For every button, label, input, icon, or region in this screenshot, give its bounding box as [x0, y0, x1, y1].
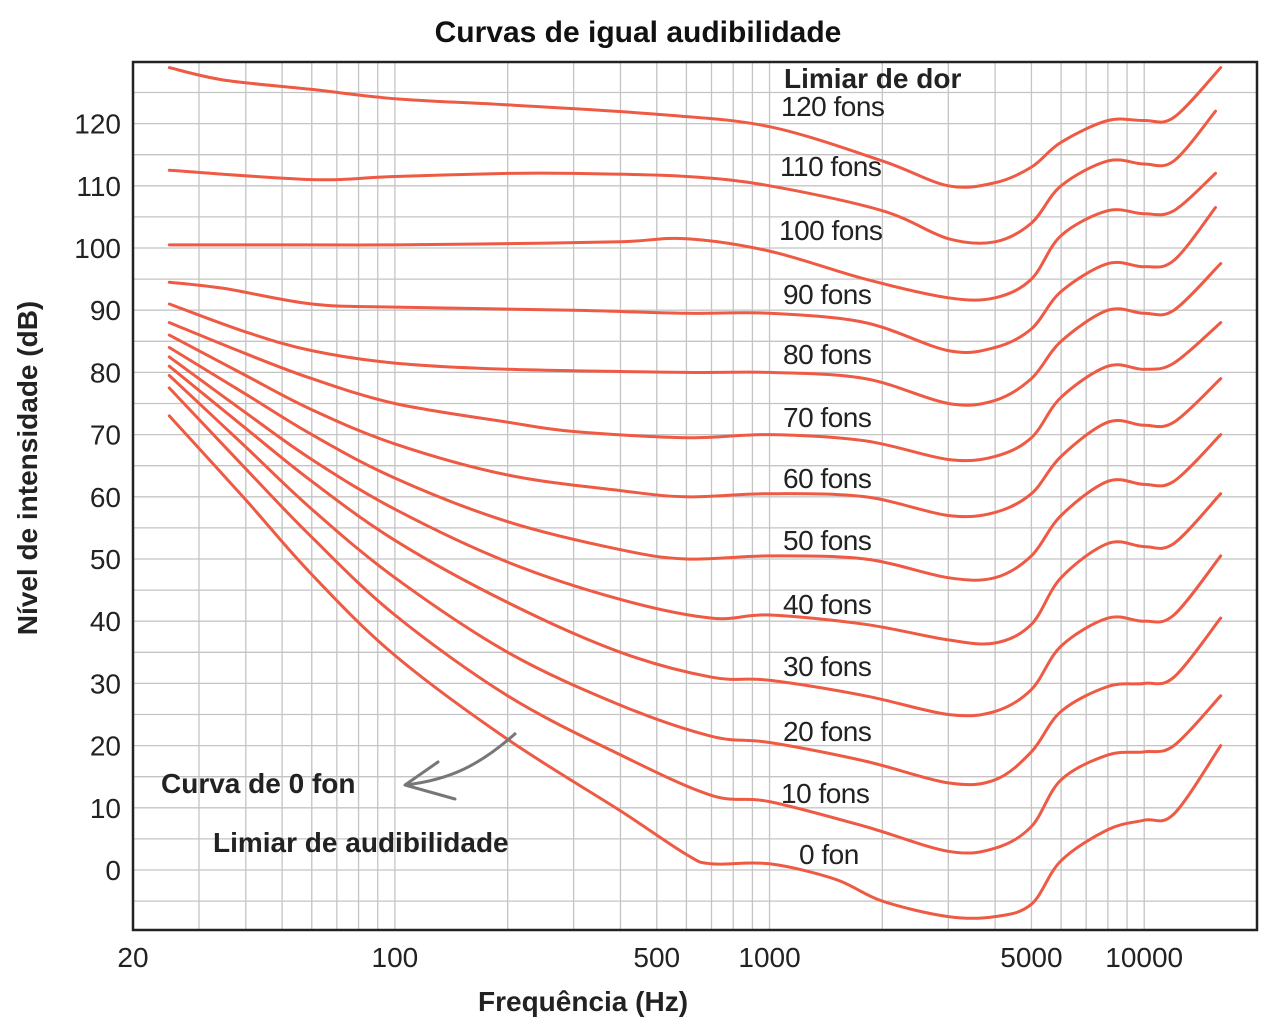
y-tick-label: 10 — [90, 793, 121, 824]
y-tick-label: 110 — [76, 171, 121, 202]
label-10-fons: 10 fons — [781, 778, 869, 809]
curve-80-fons — [167, 262, 1223, 407]
curve-70-fons — [167, 321, 1223, 463]
x-tick-label: 5000 — [1000, 942, 1062, 973]
y-tick-label: 70 — [90, 420, 121, 451]
y-axis-label: Nível de intensidade (dB) — [12, 301, 43, 636]
annotation-limiar-audibilidade: Limiar de audibilidade — [213, 827, 509, 858]
curve-120-fons — [167, 66, 1223, 189]
label-120-fons: 120 fons — [781, 91, 884, 122]
label-80-fons: 80 fons — [783, 339, 871, 370]
x-tick-labels: 20 100 500 1000 5000 10000 — [117, 942, 1183, 973]
curves — [167, 66, 1223, 920]
label-110-fons: 110 fons — [780, 151, 881, 182]
chart-title: Curvas de igual audibilidade — [435, 16, 842, 49]
y-tick-label: 60 — [90, 482, 121, 513]
y-tick-label: 80 — [90, 357, 121, 388]
y-tick-label: 40 — [90, 606, 121, 637]
curve-90-fons — [167, 206, 1217, 354]
label-70-fons: 70 fons — [783, 402, 871, 433]
curve-0-fon — [167, 414, 1223, 920]
plot-frame — [131, 60, 1259, 932]
y-tick-label: 120 — [74, 109, 121, 140]
y-tick-label: 50 — [90, 544, 121, 575]
label-50-fons: 50 fons — [783, 525, 871, 556]
label-90-fons: 90 fons — [783, 279, 871, 310]
x-tick-label: 20 — [117, 942, 148, 973]
y-tick-label: 30 — [90, 668, 121, 699]
label-0-fon: 0 fon — [799, 839, 859, 870]
label-60-fons: 60 fons — [783, 463, 871, 494]
annotation-curva-0-fon: Curva de 0 fon — [161, 768, 355, 799]
curve-10-fons — [167, 386, 1223, 855]
curve-50-fons — [167, 346, 1223, 582]
x-axis-label: Frequência (Hz) — [478, 986, 688, 1017]
curve-labels: 120 fons 110 fons 100 fons 90 fons 80 fo… — [779, 91, 885, 870]
x-tick-label: 10000 — [1105, 942, 1183, 973]
label-20-fons: 20 fons — [783, 716, 871, 747]
pointer-arrow-icon — [403, 731, 517, 801]
curve-100-fons — [167, 171, 1217, 302]
x-tick-label: 100 — [372, 942, 419, 973]
curve-30-fons — [167, 364, 1223, 718]
x-tick-label: 500 — [633, 942, 680, 973]
y-tick-labels: 0 10 20 30 40 50 60 70 80 90 100 110 120 — [74, 109, 121, 886]
label-40-fons: 40 fons — [783, 589, 871, 620]
y-tick-label: 100 — [74, 233, 121, 264]
curve-20-fons — [167, 374, 1223, 787]
curve-40-fons — [167, 355, 1223, 646]
y-tick-label: 90 — [90, 295, 121, 326]
annotation-limiar-de-dor: Limiar de dor — [784, 63, 961, 94]
label-30-fons: 30 fons — [783, 651, 871, 682]
x-tick-label: 1000 — [738, 942, 800, 973]
curve-60-fons — [167, 333, 1223, 519]
y-tick-label: 0 — [105, 855, 121, 886]
curve-110-fons — [167, 109, 1217, 245]
y-tick-label: 20 — [90, 731, 121, 762]
label-100-fons: 100 fons — [779, 215, 882, 246]
